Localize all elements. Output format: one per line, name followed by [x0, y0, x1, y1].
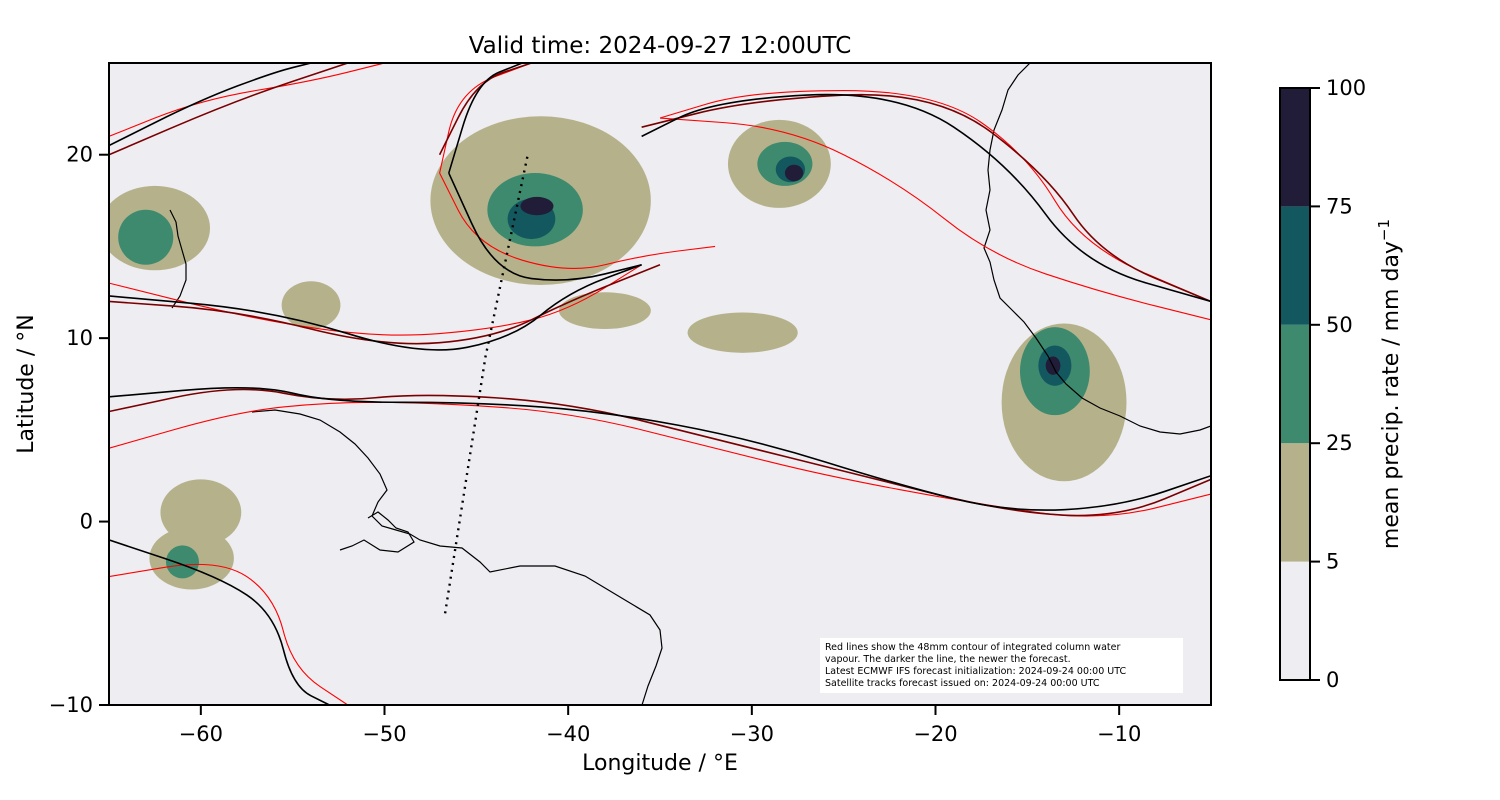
iwv-contour	[109, 387, 1211, 511]
iwv-contour	[439, 63, 532, 174]
coastline-layer	[169, 63, 1211, 705]
coastline-west-africa	[983, 63, 1211, 435]
x-axis-label: Longitude / °E	[582, 751, 738, 776]
precip-cell	[687, 312, 798, 353]
colorbar-tick-label: 5	[1326, 550, 1339, 574]
annotation-line-4: Satellite tracks forecast issued on: 202…	[825, 678, 1100, 689]
y-tick-label: −10	[49, 693, 93, 717]
annotation-line-1: Red lines show the 48mm contour of integ…	[825, 642, 1120, 653]
colorbar-tick-label: 75	[1326, 194, 1353, 218]
colorbar-segments	[1280, 88, 1310, 680]
colorbar-label-superscript: −1	[1375, 219, 1393, 241]
iwv-contour	[109, 539, 330, 705]
figure-title: Valid time: 2024-09-27 12:00UTC	[469, 33, 852, 59]
coastline-south-america	[251, 409, 663, 705]
iwv-contour	[439, 172, 716, 269]
annotation-box: Red lines show the 48mm contour of integ…	[820, 638, 1183, 693]
y-tick-label: 20	[66, 143, 93, 167]
x-tick-label: −40	[546, 722, 590, 746]
colorbar-frame	[1279, 87, 1311, 681]
precip-cell	[165, 545, 199, 579]
iwv-contour	[109, 63, 349, 156]
x-tick-label: −50	[362, 722, 406, 746]
colorbar-tick-label: 50	[1326, 313, 1353, 337]
y-axis: −10 0 10 20	[49, 143, 109, 717]
annotation-line-2: vapour. The darker the line, the newer t…	[825, 654, 1071, 665]
iwv-contour	[448, 63, 523, 174]
iwv-contour	[438, 63, 532, 156]
y-tick-label: 0	[80, 510, 93, 534]
iwv-contour	[641, 93, 1211, 303]
iwv-contour	[659, 89, 1211, 302]
map-area: Red lines show the 48mm contour of integ…	[108, 62, 1212, 706]
y-tick-label: 10	[66, 326, 93, 350]
coastline-amazon-delta	[339, 511, 415, 553]
iwv-contour	[109, 63, 385, 137]
colorbar-segment	[1280, 324, 1310, 444]
colorbar-segment	[1280, 561, 1310, 680]
colorbar-tick-label: 100	[1326, 76, 1366, 100]
colorbar: 0 5 25 50 75 100 mean precip. rate / mm day−1	[1279, 76, 1404, 692]
iwv-contour	[109, 264, 642, 351]
x-tick-label: −30	[730, 722, 774, 746]
iwv-contour	[109, 63, 312, 147]
colorbar-tick-label: 0	[1326, 668, 1339, 692]
colorbar-label: mean precip. rate / mm day−1	[1375, 219, 1404, 549]
iwv-contour	[641, 93, 1211, 303]
x-axis: −60 −50 −40 −30 −20 −10	[179, 705, 1141, 746]
colorbar-ticks: 0 5 25 50 75 100	[1310, 76, 1366, 692]
iwv-contour	[659, 117, 1211, 321]
iwv-contour	[109, 563, 349, 705]
precip-cell	[281, 281, 341, 329]
colorbar-segment	[1280, 443, 1310, 562]
map-frame	[108, 62, 1212, 706]
colorbar-tick-label: 25	[1326, 431, 1353, 455]
precip-cell	[520, 196, 554, 216]
x-tick-label: −20	[913, 722, 957, 746]
y-axis-label: Latitude / °N	[14, 314, 39, 453]
precip-cell	[558, 292, 651, 329]
coastline-lesser-antilles	[169, 209, 187, 309]
x-tick-label: −60	[179, 722, 223, 746]
colorbar-segment	[1280, 206, 1310, 325]
precip-cell	[118, 209, 174, 265]
annotation-line-3: Latest ECMWF IFS forecast initialization…	[825, 666, 1126, 677]
colorbar-segment	[1280, 88, 1310, 207]
satellite-track	[443, 154, 529, 614]
precipitation-layer	[109, 116, 1127, 590]
iwv-contour-layer	[109, 63, 1211, 705]
colorbar-label-text: mean precip. rate / mm day	[1379, 241, 1404, 549]
precip-cell	[784, 164, 804, 182]
x-tick-label: −10	[1097, 722, 1141, 746]
